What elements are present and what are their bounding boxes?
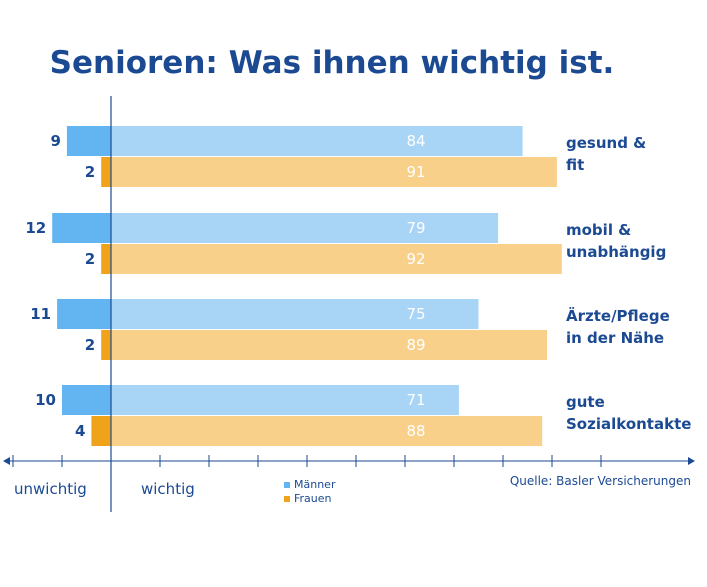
bar-wichtig-maenner-0: [111, 126, 523, 156]
category-label-line: Sozialkontakte: [566, 415, 691, 433]
bar-unwichtig-maenner-2: [57, 299, 111, 329]
category-label-2: Ärzte/Pflege in der Nähe: [566, 306, 670, 347]
value-label-wichtig-frauen-0: 91: [406, 163, 425, 181]
value-label-wichtig-frauen-3: 88: [406, 422, 425, 440]
legend-swatch-frauen: [284, 496, 290, 502]
category-label-line: unabhängig: [566, 243, 666, 261]
bar-unwichtig-maenner-0: [66, 126, 111, 156]
bar-wichtig-frauen-3: [111, 416, 543, 446]
bar-unwichtig-frauen-2: [101, 330, 111, 360]
bar-wichtig-maenner-2: [111, 299, 479, 329]
bar-unwichtig-frauen-0: [101, 157, 111, 187]
axis-label-unwichtig: unwichtig: [14, 480, 87, 498]
axis-arrow-left: [3, 457, 10, 465]
bars-group: 84 9 91 2 gesund & fit 79 12 92 2 mobil & unabhängi…: [25, 126, 691, 446]
bar-unwichtig-maenner-3: [62, 385, 111, 415]
value-label-wichtig-frauen-1: 92: [406, 250, 425, 268]
category-label-0: gesund & fit: [566, 134, 646, 174]
value-label-unwichtig-frauen-3: 4: [75, 422, 85, 440]
legend: Männer Frauen: [284, 478, 336, 505]
axis-group: [3, 96, 695, 512]
value-label-wichtig-frauen-2: 89: [406, 336, 425, 354]
bar-wichtig-frauen-0: [111, 157, 557, 187]
category-label-line: fit: [566, 156, 584, 174]
category-label-1: mobil & unabhängig: [566, 221, 666, 261]
legend-label-frauen: Frauen: [294, 492, 332, 505]
axis-label-wichtig: wichtig: [141, 480, 195, 498]
bar-wichtig-frauen-2: [111, 330, 548, 360]
value-label-unwichtig-maenner-3: 10: [35, 391, 56, 409]
bar-wichtig-maenner-3: [111, 385, 459, 415]
bar-unwichtig-maenner-1: [52, 213, 111, 243]
legend-label-maenner: Männer: [294, 478, 336, 491]
source-note: Quelle: Basler Versicherungen: [510, 474, 691, 488]
category-label-line: in der Nähe: [566, 329, 664, 347]
value-label-wichtig-maenner-0: 84: [406, 132, 425, 150]
category-label-3: gute Sozialkontakte: [566, 393, 691, 433]
value-label-unwichtig-frauen-1: 2: [85, 250, 95, 268]
value-label-wichtig-maenner-1: 79: [406, 219, 425, 237]
value-label-unwichtig-maenner-2: 11: [30, 305, 51, 323]
value-label-unwichtig-maenner-1: 12: [25, 219, 46, 237]
category-label-line: mobil &: [566, 221, 631, 239]
axis-arrow-right: [688, 457, 695, 465]
chart-title: Senioren: Was ihnen wichtig ist.: [50, 45, 615, 81]
value-label-wichtig-maenner-2: 75: [406, 305, 425, 323]
category-label-line: gute: [566, 393, 605, 411]
bar-wichtig-maenner-1: [111, 213, 499, 243]
bar-wichtig-frauen-1: [111, 244, 562, 274]
bar-unwichtig-frauen-3: [91, 416, 111, 446]
value-label-unwichtig-frauen-2: 2: [85, 336, 95, 354]
category-label-line: gesund &: [566, 134, 646, 152]
value-label-unwichtig-maenner-0: 9: [50, 132, 60, 150]
legend-swatch-maenner: [284, 482, 290, 488]
bar-unwichtig-frauen-1: [101, 244, 111, 274]
value-label-unwichtig-frauen-0: 2: [85, 163, 95, 181]
value-label-wichtig-maenner-3: 71: [406, 391, 425, 409]
category-label-line: Ärzte/Pflege: [566, 306, 670, 325]
